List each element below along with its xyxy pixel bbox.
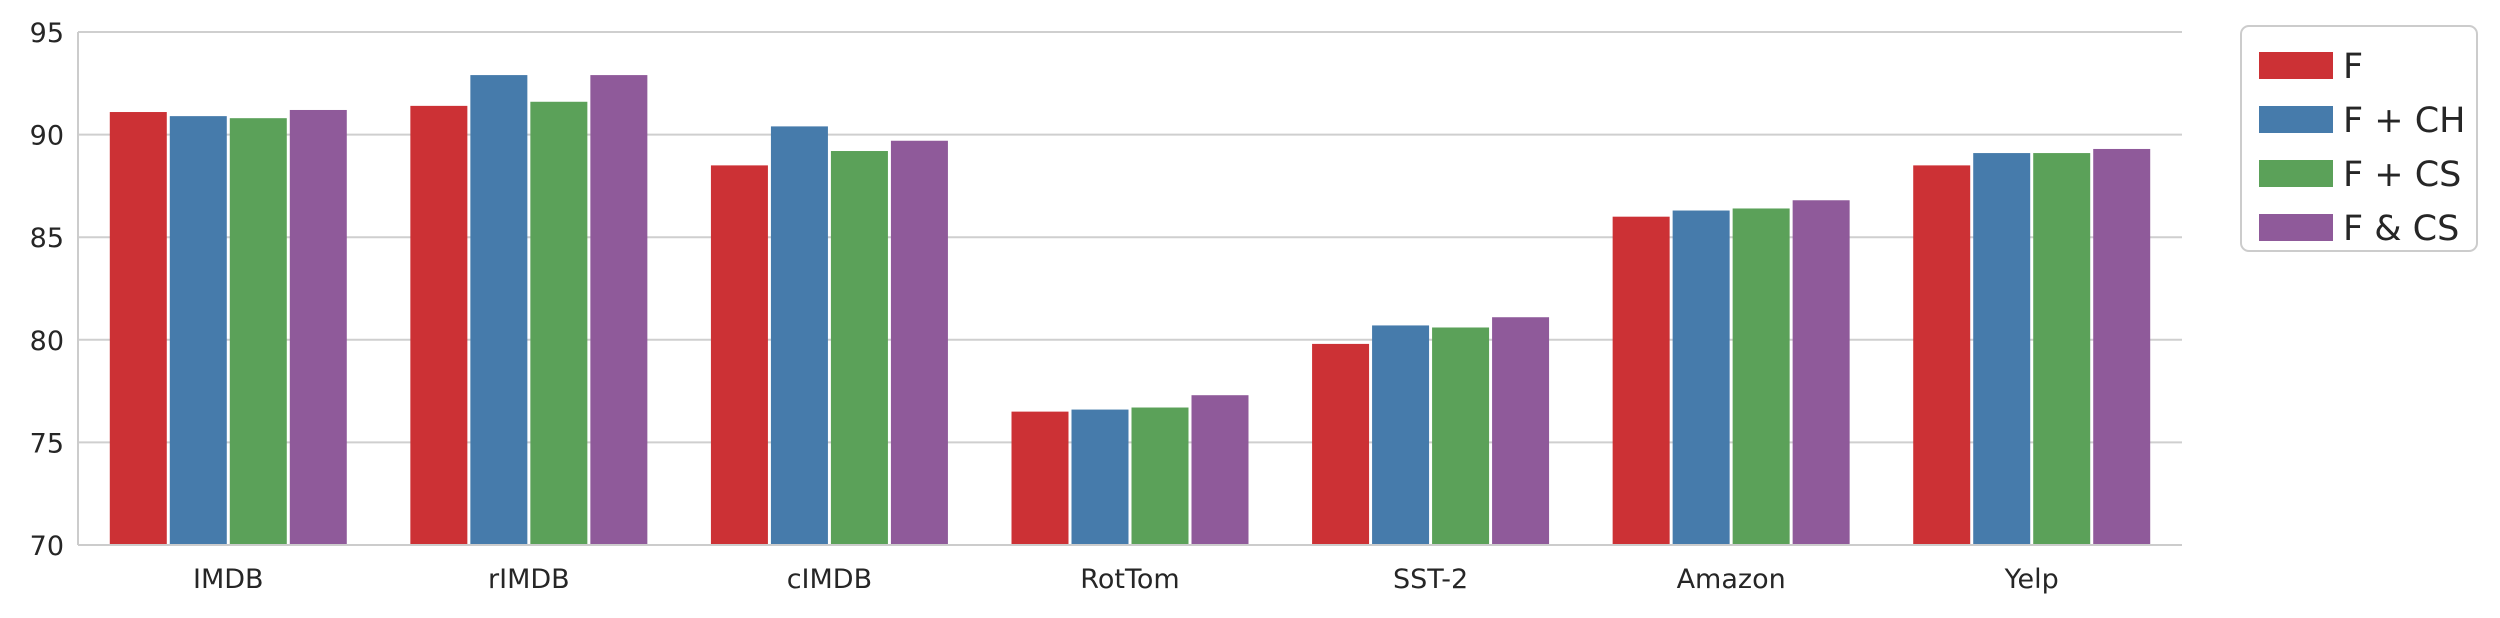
x-tick-label: SST-2	[1393, 564, 1468, 595]
bar-f-cs-rottom	[1191, 395, 1249, 545]
bar-f-cs-imdb	[229, 118, 287, 546]
y-tick-label: 75	[30, 428, 64, 459]
legend-swatch	[2259, 214, 2333, 241]
legend: F F + CH F + CS F & CS	[2240, 25, 2478, 252]
bar-f-cs-yelp	[2093, 148, 2151, 546]
bar-f-rottom	[1011, 411, 1069, 545]
bar-f-cs-yelp	[2033, 153, 2091, 545]
bar-f-ch-rottom	[1071, 409, 1129, 545]
bar-f-cs-rimdb	[590, 75, 648, 545]
bar-f-cs-cimdb	[890, 140, 948, 546]
y-tick-label: 70	[30, 531, 64, 562]
legend-label: F + CH	[2343, 101, 2465, 141]
bar-f-cs-amazon	[1792, 200, 1850, 545]
bar-f-ch-yelp	[1973, 153, 2031, 545]
bar-f-imdb	[109, 112, 167, 545]
bar-f-ch-imdb	[169, 116, 227, 546]
bars	[109, 75, 2151, 546]
legend-label: F + CS	[2343, 155, 2461, 195]
y-tick-label: 90	[30, 121, 64, 152]
bar-f-cs-sst-2	[1492, 317, 1550, 545]
bar-f-rimdb	[410, 105, 468, 545]
bar-f-ch-cimdb	[770, 126, 828, 545]
bar-f-cimdb	[710, 165, 768, 545]
x-tick-label: rIMDB	[488, 564, 570, 595]
legend-label: F & CS	[2343, 209, 2459, 249]
legend-swatch	[2259, 106, 2333, 133]
y-tick-label: 85	[30, 223, 64, 254]
bar-f-cs-rimdb	[530, 101, 588, 545]
legend-swatch	[2259, 160, 2333, 187]
bar-f-cs-amazon	[1732, 208, 1790, 546]
x-tick-labels: IMDB rIMDB cIMDB RotTom SST-2 Amazon Yelp	[193, 564, 2059, 595]
axes	[77, 32, 2182, 546]
bar-f-cs-cimdb	[830, 151, 888, 546]
y-tick-label: 80	[30, 326, 64, 357]
bar-f-cs-imdb	[289, 109, 347, 545]
y-tick-labels: 70 75 80 85 90 95	[30, 18, 64, 562]
bar-f-cs-rottom	[1131, 407, 1189, 545]
bar-f-sst-2	[1312, 343, 1370, 545]
x-tick-label: Amazon	[1677, 564, 1786, 595]
bar-f-ch-amazon	[1672, 210, 1730, 546]
bar-f-cs-sst-2	[1432, 327, 1490, 545]
legend-swatch	[2259, 52, 2333, 79]
x-tick-label: Yelp	[2004, 564, 2059, 595]
y-tick-label: 95	[30, 18, 64, 49]
bar-f-yelp	[1913, 165, 1971, 545]
legend-label: F	[2343, 47, 2363, 87]
x-tick-label: RotTom	[1080, 564, 1179, 595]
gridlines	[78, 31, 2182, 546]
bar-f-ch-sst-2	[1372, 325, 1430, 545]
bar-f-amazon	[1612, 216, 1670, 545]
x-tick-label: IMDB	[193, 564, 264, 595]
x-tick-label: cIMDB	[787, 564, 872, 595]
bar-f-ch-rimdb	[470, 75, 528, 545]
legend-box	[2240, 25, 2478, 252]
